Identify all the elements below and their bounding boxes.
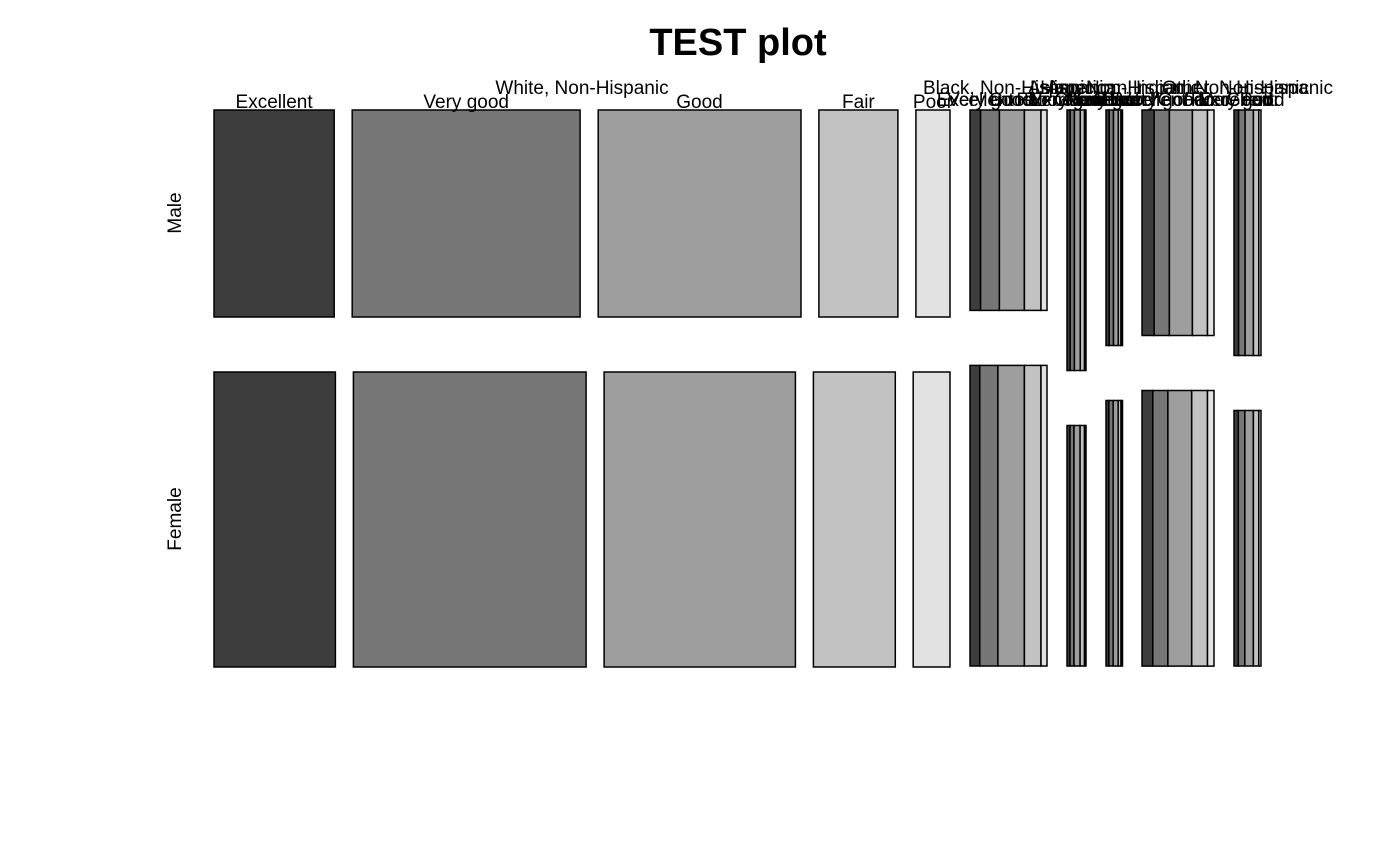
mosaic-tiles xyxy=(213,109,1262,668)
tile-other-non-hispanic-male-good xyxy=(1244,109,1255,357)
tile-white-non-hispanic-male-excellent xyxy=(213,109,335,318)
health-label-black-non-hispanic-good: Good xyxy=(989,90,1035,111)
race-label-other-non-hispanic: Other, Non-Hispanic xyxy=(1162,78,1333,99)
health-label-american-indian-non-hispanic-fair: Fair xyxy=(1184,90,1217,111)
health-label-poor: Poor xyxy=(913,92,954,113)
health-label-asian-non-hispanic-fair: Fair xyxy=(1103,90,1136,111)
row-label-female: Female xyxy=(165,487,186,550)
tile-asian-non-hispanic-female-poor xyxy=(1120,399,1124,667)
race-label-american-indian-non-hispanic: American Indian, Non-Hispanic xyxy=(1047,78,1309,99)
tile-black-non-hispanic-male-excellent xyxy=(969,109,982,312)
health-label-american-indian-non-hispanic-good: Good xyxy=(1158,90,1204,111)
health-label-black-non-hispanic-poor: Poor xyxy=(1024,90,1065,111)
tile-american-indian-non-hispanic-female-poor xyxy=(1206,389,1215,667)
tile-white-non-hispanic-male-good xyxy=(597,109,802,318)
tile-black-non-hispanic-female-good xyxy=(997,364,1026,667)
health-label-good: Good xyxy=(676,92,722,113)
tile-black-non-hispanic-female-poor xyxy=(1040,364,1048,667)
tile-white-non-hispanic-female-poor xyxy=(912,371,951,668)
tile-american-indian-non-hispanic-male-fair xyxy=(1191,109,1209,337)
tile-american-indian-non-hispanic-female-good xyxy=(1167,389,1193,667)
tile-black-non-hispanic-male-poor xyxy=(1040,109,1048,312)
health-label-excellent: Excellent xyxy=(236,92,314,113)
race-label-asian-non-hispanic: Asian, Non-Hispanic xyxy=(1028,78,1200,99)
health-label-hispanic-good: Good xyxy=(1054,90,1100,111)
health-label-fair: Fair xyxy=(842,92,875,113)
tile-white-non-hispanic-female-good xyxy=(603,371,797,668)
health-label-hispanic-excellent: Excellent xyxy=(1030,90,1108,111)
tile-american-indian-non-hispanic-female-fair xyxy=(1190,389,1209,667)
health-label-black-non-hispanic-very-good: Very good xyxy=(947,90,1033,111)
health-label-american-indian-non-hispanic-poor: Poor xyxy=(1191,90,1232,111)
tile-hispanic-male-poor xyxy=(1083,109,1087,372)
tile-american-indian-non-hispanic-female-excellent xyxy=(1141,389,1154,667)
health-label-asian-non-hispanic-very-good: Very good xyxy=(1069,90,1155,111)
tile-black-non-hispanic-female-excellent xyxy=(969,364,981,667)
tile-black-non-hispanic-female-fair xyxy=(1023,364,1042,667)
tile-other-non-hispanic-female-very-good xyxy=(1237,409,1246,667)
tile-white-non-hispanic-male-fair xyxy=(818,109,899,318)
tile-black-non-hispanic-male-very-good xyxy=(979,109,1001,312)
tile-other-non-hispanic-female-poor xyxy=(1258,409,1262,667)
health-label-asian-non-hispanic-poor: Poor xyxy=(1101,90,1142,111)
health-label-black-non-hispanic-fair: Fair xyxy=(1016,90,1049,111)
health-label-black-non-hispanic-excellent: Excellent xyxy=(937,90,1015,111)
health-label-american-indian-non-hispanic-excellent: Excellent xyxy=(1110,90,1188,111)
health-label-hispanic-poor: Poor xyxy=(1065,90,1106,111)
health-label-other-non-hispanic-very-good: Very good xyxy=(1199,90,1285,111)
tile-white-non-hispanic-male-very-good xyxy=(351,109,581,318)
tile-other-non-hispanic-female-good xyxy=(1244,409,1255,667)
tile-american-indian-non-hispanic-male-very-good xyxy=(1153,109,1171,337)
tile-white-non-hispanic-female-fair xyxy=(812,371,897,668)
tile-hispanic-female-good xyxy=(1073,424,1081,667)
health-label-other-non-hispanic-fair: Fair xyxy=(1240,90,1273,111)
tile-other-non-hispanic-male-very-good xyxy=(1237,109,1246,357)
health-label-other-non-hispanic-poor: Poor xyxy=(1240,90,1281,111)
tile-other-non-hispanic-female-fair xyxy=(1252,409,1260,667)
tile-american-indian-non-hispanic-male-excellent xyxy=(1141,109,1155,337)
row-label-male: Male xyxy=(165,192,186,233)
tile-black-non-hispanic-male-fair xyxy=(1023,109,1042,312)
health-label-american-indian-non-hispanic-very-good: Very good xyxy=(1119,90,1205,111)
chart-title: TEST plot xyxy=(649,22,827,64)
race-label-white-non-hispanic: White, Non-Hispanic xyxy=(495,78,668,99)
tile-black-non-hispanic-female-very-good xyxy=(979,364,999,667)
health-label-hispanic-fair: Fair xyxy=(1066,90,1099,111)
tile-american-indian-non-hispanic-male-good xyxy=(1168,109,1194,337)
health-label-hispanic-very-good: Very good xyxy=(1030,90,1116,111)
tile-other-non-hispanic-male-poor xyxy=(1258,109,1262,357)
tile-asian-non-hispanic-male-poor xyxy=(1120,109,1124,347)
tile-american-indian-non-hispanic-female-very-good xyxy=(1152,389,1169,667)
tile-white-non-hispanic-female-excellent xyxy=(213,371,337,668)
health-label-asian-non-hispanic-excellent: Excellent xyxy=(1069,90,1147,111)
race-label-hispanic: Hispanic xyxy=(1040,78,1113,99)
health-label-other-non-hispanic-excellent: Excellent xyxy=(1198,90,1276,111)
tile-black-non-hispanic-male-good xyxy=(998,109,1026,312)
health-label-very-good: Very good xyxy=(423,92,509,113)
tile-white-non-hispanic-male-poor xyxy=(915,109,951,318)
tile-hispanic-female-poor xyxy=(1083,424,1087,667)
tile-hispanic-male-good xyxy=(1073,109,1082,372)
health-label-other-non-hispanic-good: Good xyxy=(1226,90,1272,111)
health-label-asian-non-hispanic-good: Good xyxy=(1093,90,1139,111)
tile-other-non-hispanic-male-fair xyxy=(1252,109,1260,357)
race-label-black-non-hispanic: Black, Non-Hispanic xyxy=(923,78,1094,99)
tile-white-non-hispanic-female-very-good xyxy=(352,371,587,668)
tile-american-indian-non-hispanic-male-poor xyxy=(1206,109,1215,337)
